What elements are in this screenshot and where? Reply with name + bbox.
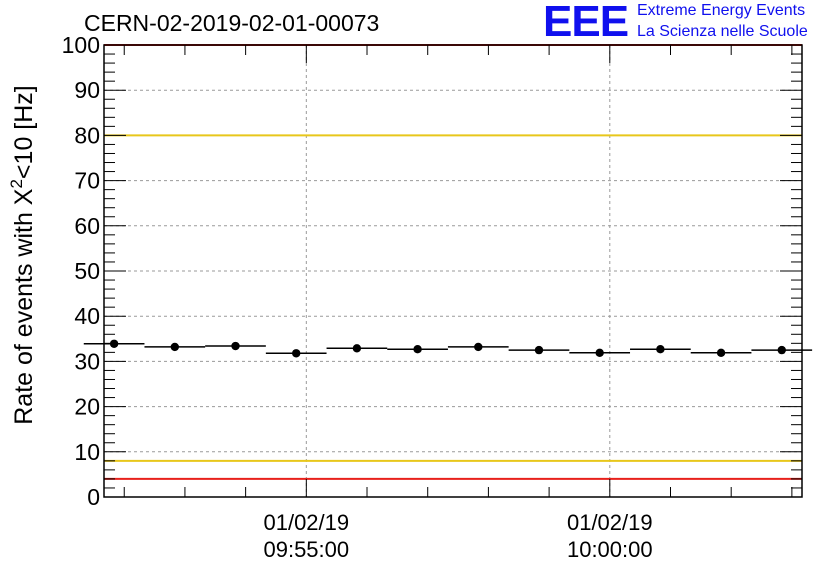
data-point <box>595 348 604 358</box>
data-point <box>716 348 726 358</box>
x-tick-label-date: 01/02/19 <box>263 510 349 535</box>
y-axis-label: Rate of events with X2<10 [Hz] <box>7 85 38 425</box>
y-tick-label: 10 <box>74 439 100 465</box>
y-tick-label: 40 <box>74 303 100 329</box>
y-tick-label: 30 <box>74 348 100 374</box>
y-tick-label: 60 <box>74 213 100 239</box>
data-point <box>109 339 119 348</box>
data-point <box>170 342 180 352</box>
data-point <box>534 345 544 355</box>
y-tick-label: 20 <box>74 394 100 420</box>
data-point <box>413 344 422 354</box>
data-point <box>231 341 240 351</box>
x-tick-label-time: 10:00:00 <box>567 537 653 562</box>
data-point <box>352 344 362 353</box>
y-tick-label: 80 <box>74 122 100 148</box>
data-point <box>292 349 301 358</box>
data-point <box>777 345 786 355</box>
y-tick-label: 90 <box>74 77 100 103</box>
logo-line-2: La Scienza nelle Scuole <box>637 23 808 40</box>
eee-logo: EEE <box>543 0 629 46</box>
y-tick-label: 70 <box>74 168 100 194</box>
data-point <box>656 344 665 354</box>
y-tick-label: 50 <box>74 258 100 284</box>
logo-line-1: Extreme Energy Events <box>637 2 806 19</box>
x-tick-label-date: 01/02/19 <box>567 510 653 535</box>
y-tick-label: 100 <box>62 32 100 58</box>
x-tick-label-time: 09:55:00 <box>263 537 349 562</box>
y-tick-label: 0 <box>87 484 100 510</box>
data-point <box>474 342 483 352</box>
chart-title: CERN-02-2019-02-01-00073 <box>84 10 380 36</box>
